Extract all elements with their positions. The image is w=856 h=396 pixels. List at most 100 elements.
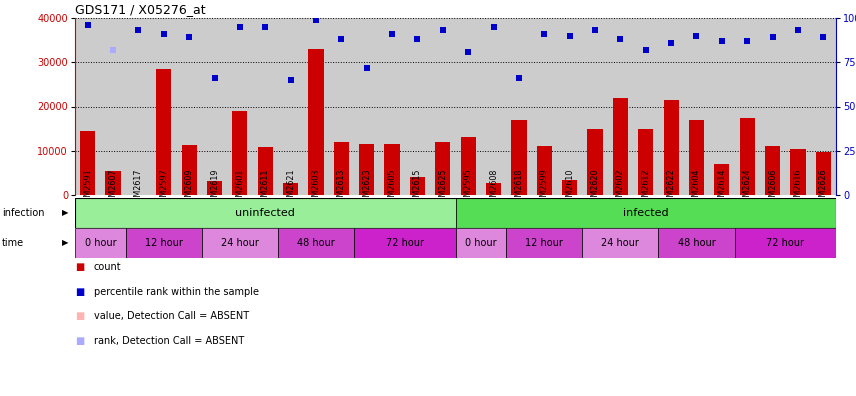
Point [309, 17, 323, 23]
Bar [658, 228, 734, 258]
Bar [689, 120, 704, 195]
Bar [506, 228, 582, 258]
Text: infected: infected [623, 208, 669, 218]
Text: 24 hour: 24 hour [602, 238, 639, 248]
Point [259, 24, 272, 30]
Text: GSM2602: GSM2602 [615, 169, 625, 207]
Text: rank, Detection Call = ABSENT: rank, Detection Call = ABSENT [94, 336, 244, 346]
Bar [75, 228, 126, 258]
Text: GSM2623: GSM2623 [362, 169, 372, 207]
Point [461, 48, 475, 55]
Text: 48 hour: 48 hour [297, 238, 335, 248]
Point [208, 75, 222, 81]
Bar [131, 194, 146, 195]
Text: GSM2626: GSM2626 [819, 169, 828, 207]
Point [487, 24, 501, 30]
Text: GSM2617: GSM2617 [134, 169, 143, 207]
Point [182, 34, 196, 41]
Bar [455, 198, 836, 228]
Point [360, 65, 373, 71]
Text: GSM2599: GSM2599 [540, 169, 549, 207]
Bar [258, 147, 273, 195]
Text: ▶: ▶ [62, 209, 68, 217]
Bar [461, 137, 476, 195]
Bar [511, 120, 526, 195]
Text: GSM2595: GSM2595 [464, 169, 473, 207]
Point [791, 27, 805, 34]
Point [715, 38, 728, 44]
Text: GSM2611: GSM2611 [261, 169, 270, 207]
Point [639, 47, 652, 53]
Text: 12 hour: 12 hour [526, 238, 563, 248]
Text: GSM2609: GSM2609 [185, 169, 193, 207]
Bar [562, 179, 577, 195]
Bar [765, 147, 780, 195]
Text: GSM2601: GSM2601 [235, 169, 244, 207]
Bar [790, 148, 805, 195]
Bar [207, 181, 222, 195]
Text: GSM2606: GSM2606 [768, 169, 777, 207]
Bar [537, 147, 552, 195]
Text: GSM2618: GSM2618 [514, 169, 523, 207]
Text: GSM2591: GSM2591 [83, 169, 92, 207]
Text: count: count [94, 262, 122, 272]
Bar [232, 111, 247, 195]
Text: GSM2615: GSM2615 [413, 169, 422, 207]
Point [233, 24, 247, 30]
Text: ■: ■ [75, 287, 84, 297]
Text: GSM2620: GSM2620 [591, 169, 599, 207]
Bar [455, 228, 506, 258]
Bar [714, 164, 729, 195]
Text: GSM2608: GSM2608 [489, 169, 498, 207]
Text: 24 hour: 24 hour [221, 238, 259, 248]
Bar [126, 228, 202, 258]
Point [766, 34, 780, 41]
Point [817, 34, 830, 41]
Point [385, 31, 399, 37]
Point [588, 27, 602, 34]
Point [562, 32, 576, 39]
Text: GSM2616: GSM2616 [794, 169, 802, 207]
Bar [816, 152, 831, 195]
Bar [80, 131, 95, 195]
Text: 72 hour: 72 hour [386, 238, 424, 248]
Point [614, 36, 627, 42]
Bar [486, 183, 501, 195]
Text: GSM2610: GSM2610 [565, 169, 574, 207]
Bar [663, 100, 679, 195]
Text: GSM2621: GSM2621 [286, 169, 295, 207]
Bar [156, 69, 171, 195]
Bar [181, 145, 197, 195]
Text: 48 hour: 48 hour [678, 238, 716, 248]
Point [80, 22, 94, 28]
Text: ▶: ▶ [62, 238, 68, 248]
Bar [582, 228, 658, 258]
Point [335, 36, 348, 42]
Bar [410, 177, 425, 195]
Text: 0 hour: 0 hour [85, 238, 116, 248]
Text: GSM2622: GSM2622 [667, 169, 675, 207]
Bar [360, 144, 374, 195]
Point [411, 36, 425, 42]
Text: GSM2614: GSM2614 [717, 169, 727, 207]
Bar [278, 228, 354, 258]
Bar [202, 228, 278, 258]
Bar [308, 49, 324, 195]
Text: GSM2607: GSM2607 [109, 169, 117, 207]
Text: GDS171 / X05276_at: GDS171 / X05276_at [75, 3, 205, 16]
Text: 12 hour: 12 hour [145, 238, 182, 248]
Point [436, 27, 449, 34]
Bar [734, 228, 836, 258]
Point [132, 27, 146, 34]
Text: 72 hour: 72 hour [766, 238, 805, 248]
Bar [334, 142, 349, 195]
Bar [435, 142, 450, 195]
Text: time: time [2, 238, 24, 248]
Text: infection: infection [2, 208, 45, 218]
Bar [354, 228, 455, 258]
Bar [283, 183, 298, 195]
Text: 0 hour: 0 hour [465, 238, 496, 248]
Bar [613, 98, 628, 195]
Point [512, 75, 526, 81]
Text: GSM2604: GSM2604 [692, 169, 701, 207]
